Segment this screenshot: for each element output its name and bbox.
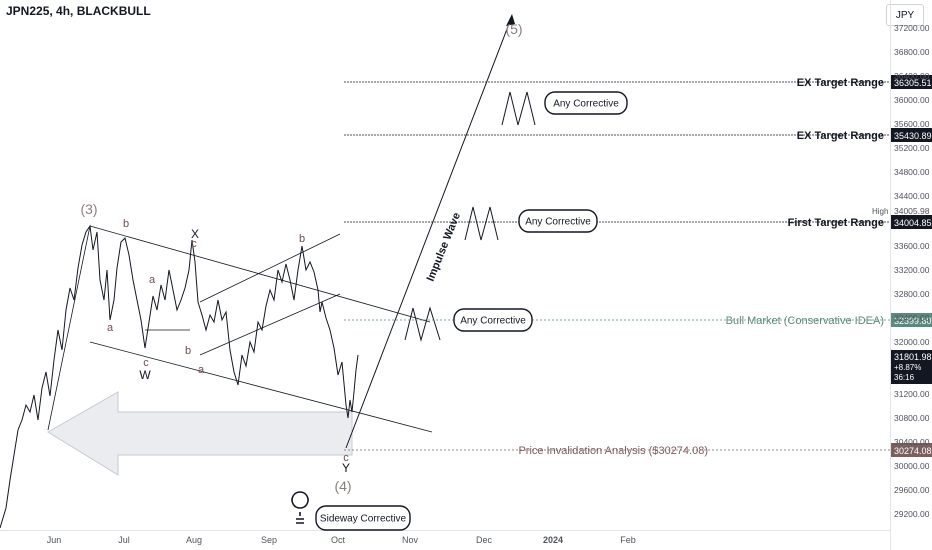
time-tick-1: Jul — [118, 535, 130, 545]
callout-box-1 — [518, 209, 598, 233]
axis-high-value: 34005.98 — [894, 206, 930, 216]
wave-sub-label-1: a — [107, 322, 114, 334]
time-tick-3: Sep — [261, 535, 277, 545]
currency-button[interactable]: JPY — [886, 4, 924, 26]
price-axis-separator — [890, 0, 891, 550]
time-axis-separator — [0, 530, 890, 531]
channel-upper-line — [89, 225, 431, 323]
axis-high-label: High — [872, 207, 888, 216]
wave-5-label: (5) — [505, 21, 522, 37]
wave-4-label: (4) — [334, 478, 351, 494]
wave-sub-label-3: a — [149, 274, 156, 286]
callout-text-1: Any Corrective — [525, 217, 591, 228]
axis-tick-9: 33600.00 — [894, 241, 930, 251]
lightbulb-icon — [291, 491, 309, 524]
axis-tick-13: 32000.00 — [894, 337, 930, 347]
current-price-tag — [891, 350, 932, 384]
wave-sub-label-2: c — [143, 357, 149, 369]
axis-tick-6: 34800.00 — [894, 167, 930, 177]
price-tag-1 — [891, 128, 932, 142]
price-tag-text-3: 32399.80 — [894, 316, 932, 326]
wave-sub-label-7: b — [299, 233, 305, 245]
axis-tick-10: 33200.00 — [894, 265, 930, 275]
callout-text-2: Any Corrective — [460, 316, 526, 327]
time-tick-0: Jun — [47, 535, 62, 545]
price-tag-0 — [891, 75, 932, 89]
price-series — [0, 224, 359, 529]
callout-box-3 — [315, 505, 411, 531]
callout-box-0 — [544, 91, 628, 115]
price-tag-text-1: 35430.89 — [894, 131, 932, 141]
price-tag-4 — [891, 443, 932, 457]
level-label-0: EX Target Range — [797, 77, 884, 89]
wave-3-label: (3) — [80, 201, 97, 217]
wave-sub-label-5: c — [191, 238, 197, 250]
trend-line-left — [47, 225, 91, 431]
symbol-title: JPN225, 4h, BLACKBULL — [6, 4, 151, 18]
price-tag-text-4: 30274.08 — [894, 446, 932, 456]
axis-tick-11: 32800.00 — [894, 289, 930, 299]
level-label-1: EX Target Range — [797, 130, 884, 142]
wave-x-label: X — [191, 227, 199, 241]
callout-box-2 — [453, 308, 533, 332]
axis-tick-12: 32400.00 — [894, 313, 930, 323]
axis-tick-16: 30800.00 — [894, 413, 930, 423]
callout-text-3: Sideway Corrective — [320, 514, 407, 525]
price-tag-3 — [891, 313, 932, 327]
time-tick-5: Nov — [402, 535, 419, 545]
axis-tick-4: 35600.00 — [894, 119, 930, 129]
wave-sub-label-0: b — [123, 218, 129, 230]
current-price-value: 31801.98 — [894, 352, 932, 362]
time-tick-4: Oct — [331, 535, 346, 545]
axis-tick-19: 29600.00 — [894, 485, 930, 495]
time-tick-7: 2024 — [543, 535, 563, 545]
axis-tick-15: 31200.00 — [894, 389, 930, 399]
axis-tick-7: 34400.00 — [894, 191, 930, 201]
inner-channel-lower-line — [199, 293, 341, 356]
price-tag-2 — [891, 215, 932, 229]
impulse-wave-line — [345, 15, 513, 449]
axis-tick-18: 30000.00 — [894, 461, 930, 471]
wave-w-label: W — [139, 368, 151, 382]
time-tick-8: Feb — [620, 535, 636, 545]
price-tag-text-2: 34004.85 — [894, 218, 932, 228]
time-tick-6: Dec — [476, 535, 493, 545]
wave-sub-label-4: b — [185, 345, 191, 357]
wave-sub-label-8: c — [343, 452, 349, 464]
level-label-2: First Target Range — [788, 217, 884, 229]
axis-tick-20: 29200.00 — [894, 509, 930, 519]
corrective-zigzag-1 — [501, 91, 536, 126]
axis-tick-2: 36400.00 — [894, 71, 930, 81]
current-price-countdown: 36:16 — [894, 373, 915, 382]
price-tag-text-0: 36305.51 — [894, 78, 932, 88]
time-tick-2: Aug — [186, 535, 202, 545]
wave-sub-label-6: a — [198, 364, 205, 376]
axis-tick-1: 36800.00 — [894, 47, 930, 57]
wave-y-label: Y — [342, 461, 350, 475]
channel-lower-line — [89, 341, 433, 433]
axis-tick-5: 35200.00 — [894, 143, 930, 153]
left-arrow-shape — [47, 391, 353, 476]
level-label-3: Bull Market (Conservative IDEA) — [726, 315, 884, 327]
current-price-change: +8.87% — [894, 363, 921, 372]
axis-tick-3: 36000.00 — [894, 95, 930, 105]
corrective-zigzag-2 — [464, 206, 499, 241]
callout-text-0: Any Corrective — [553, 99, 619, 110]
inner-channel-upper-line — [199, 233, 341, 303]
corrective-zigzag-3 — [404, 306, 441, 342]
impulse-wave-arrowhead — [506, 14, 515, 26]
axis-tick-0: 37200.00 — [894, 23, 930, 33]
axis-tick-17: 30400.00 — [894, 437, 930, 447]
level-label-4: Price Invalidation Analysis ($30274.08) — [518, 445, 708, 457]
